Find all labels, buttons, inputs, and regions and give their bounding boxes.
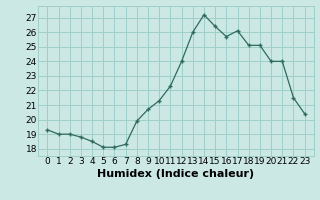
X-axis label: Humidex (Indice chaleur): Humidex (Indice chaleur) (97, 169, 255, 179)
